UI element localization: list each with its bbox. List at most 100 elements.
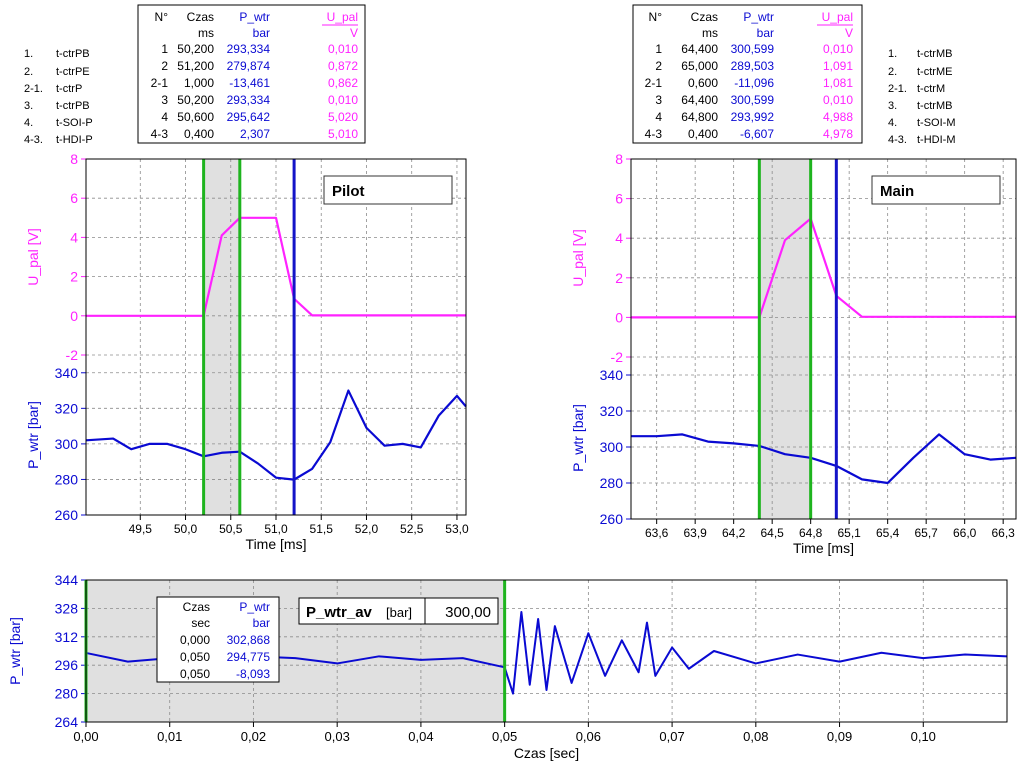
pressure-y-tick-label: 320 — [55, 400, 79, 416]
x-tick-label: 51,0 — [264, 522, 288, 536]
table-cell: 3 — [161, 93, 168, 107]
pilot-plot: -2 0 2 4 6 8 U_pal [V] 260 280 300 320 340 P_wtr [ba… — [25, 151, 469, 552]
table-header: P_wtr — [743, 10, 774, 24]
legend-name: t-ctrM — [917, 83, 945, 95]
y-tick-label: 296 — [55, 657, 79, 673]
voltage-y-tick-label: 2 — [70, 269, 78, 285]
table-cell: 0,010 — [823, 93, 853, 107]
table-header: P_wtr — [239, 600, 270, 614]
pressure-y-tick-label: 260 — [55, 507, 79, 523]
table-cell: 65,000 — [681, 59, 718, 73]
table-cell: 0,000 — [180, 633, 210, 647]
legend-no: 2. — [888, 66, 897, 78]
x-tick-label: 64,8 — [799, 526, 823, 540]
x-tick-label: 0,00 — [73, 729, 98, 744]
table-cell: 5,020 — [328, 110, 358, 124]
pressure-y-tick-label: 260 — [600, 511, 624, 527]
voltage-y-axis-label: U_pal [V] — [570, 229, 586, 287]
table-header: U_pal — [822, 10, 853, 24]
table-cell: 294,775 — [227, 650, 271, 664]
table-header: Czas — [187, 10, 214, 24]
y-tick-label: 328 — [55, 600, 79, 616]
table-cell: 0,872 — [328, 59, 358, 73]
pressure-y-tick-label: 340 — [600, 367, 624, 383]
table-cell: -6,607 — [740, 127, 774, 141]
table-cell: 295,642 — [227, 110, 271, 124]
table-cell: 3 — [655, 93, 662, 107]
table-cell: 4,978 — [823, 127, 853, 141]
average-label-frame — [298, 597, 426, 625]
table-cell: 2-1 — [645, 76, 663, 90]
pressure-y-tick-label: 300 — [55, 436, 79, 452]
table-cell: 0,862 — [328, 76, 358, 90]
legend-name: t-SOI-M — [917, 117, 956, 129]
x-tick-label: 65,4 — [876, 526, 900, 540]
table-cell: 293,992 — [731, 110, 775, 124]
x-tick-label: 50,5 — [219, 522, 243, 536]
pressure-y-axis-label: P_wtr [bar] — [25, 401, 41, 469]
table-cell: 289,503 — [731, 59, 775, 73]
table-header: U_pal — [327, 10, 358, 24]
x-tick-label: 0,05 — [492, 729, 517, 744]
average-unit: [bar] — [386, 605, 412, 620]
pilot-cursor-table: N° Czas P_wtr U_pal ms bar V 1 50,200 29… — [137, 4, 366, 144]
table-cell: -13,461 — [229, 76, 270, 90]
table-cell: 64,800 — [681, 110, 718, 124]
table-unit: bar — [253, 26, 270, 40]
cursor-shade-region — [203, 159, 240, 515]
table-unit: sec — [191, 616, 210, 630]
pilot-label-frame — [323, 175, 453, 205]
legend-name: t-ctrP — [56, 83, 82, 95]
x-tick-label: 65,7 — [914, 526, 938, 540]
pressure-series-line — [631, 433, 1017, 485]
legend-name: t-ctrME — [917, 66, 952, 78]
legend-name: t-HDI-P — [56, 134, 93, 146]
x-tick-label: 0,04 — [408, 729, 433, 744]
pressure-y-tick-label: 280 — [55, 471, 79, 487]
average-readout: P_wtr_av [bar] 300,00 — [298, 597, 499, 625]
table-cell: 1,091 — [823, 59, 853, 73]
x-tick-label: 50,0 — [174, 522, 198, 536]
table-cell: 0,400 — [184, 127, 214, 141]
table-cell: 5,010 — [328, 127, 358, 141]
x-tick-label: 52,0 — [355, 522, 379, 536]
table-cell: 293,334 — [227, 42, 271, 56]
y-tick-label: 264 — [55, 714, 79, 730]
average-label: P_wtr_av — [306, 604, 373, 621]
legend-no: 2. — [24, 66, 33, 78]
table-cell: 64,400 — [681, 93, 718, 107]
voltage-y-tick-label: 6 — [615, 191, 623, 207]
x-tick-label: 63,6 — [645, 526, 669, 540]
table-cell: 4 — [655, 110, 662, 124]
table-unit: V — [350, 26, 358, 40]
legend-name: t-SOI-P — [56, 117, 93, 129]
table-header: Czas — [691, 10, 718, 24]
cursor-shade-region — [759, 159, 811, 519]
table-cell: 0,400 — [688, 127, 718, 141]
legend-no: 4-3. — [24, 134, 43, 146]
x-tick-label: 0,09 — [827, 729, 852, 744]
table-cell: 1,000 — [184, 76, 214, 90]
main-label-box: Main — [871, 175, 1001, 205]
pilot-label-box: Pilot — [323, 175, 453, 205]
table-cell: -8,093 — [236, 667, 270, 681]
table-unit: ms — [198, 26, 214, 40]
average-value-frame — [424, 597, 499, 625]
x-tick-label: 64,2 — [722, 526, 746, 540]
plot-frame — [630, 158, 1017, 520]
voltage-y-tick-label: 0 — [615, 309, 623, 325]
voltage-y-tick-label: 2 — [615, 270, 623, 286]
table-cell: 4-3 — [645, 127, 663, 141]
legend-name: t-ctrPB — [56, 100, 90, 112]
table-cell: -11,096 — [734, 76, 774, 90]
main-label: Main — [880, 183, 914, 200]
table-cell: 4,988 — [823, 110, 853, 124]
legend-no: 4. — [24, 117, 33, 129]
pilot-legend: 1. t-ctrPB 2. t-ctrPE 2-1. t-ctrP 3. t-c… — [24, 48, 93, 146]
main-plot: -2 0 2 4 6 8 U_pal [V] 260 280 300 320 340 P_wtr [ba… — [570, 151, 1017, 556]
legend-name: t-ctrMB — [917, 48, 952, 60]
voltage-y-tick-label: 4 — [615, 230, 623, 246]
legend-name: t-HDI-M — [917, 134, 956, 146]
table-frame — [632, 4, 863, 144]
y-axis-label: P_wtr [bar] — [7, 617, 23, 685]
